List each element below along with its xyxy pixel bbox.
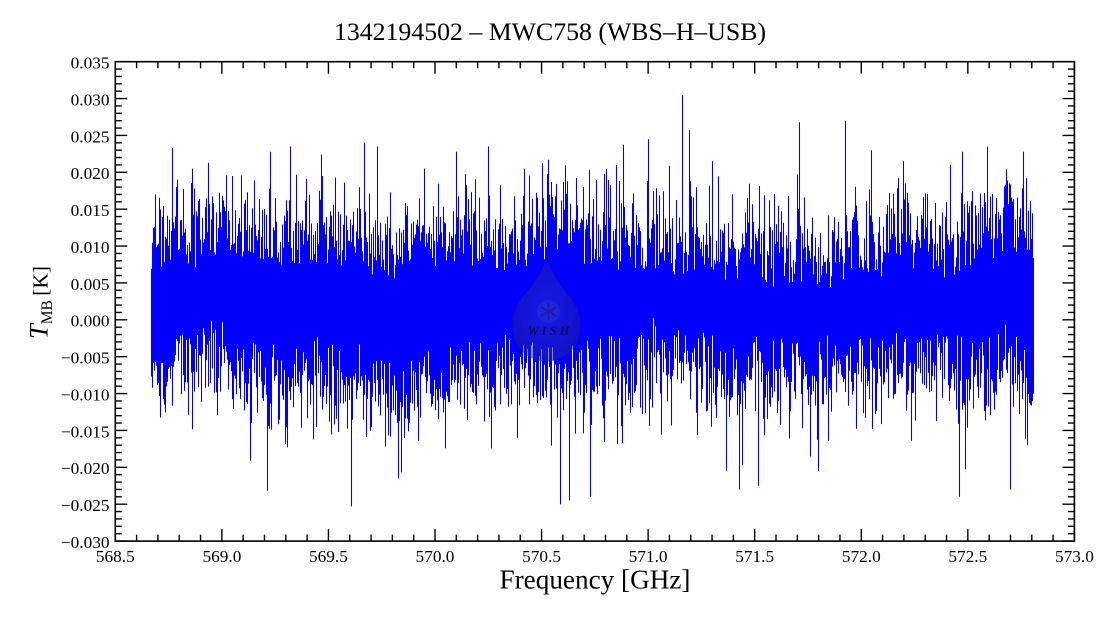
svg-text:0.030: 0.030 — [71, 90, 110, 109]
svg-text:0.020: 0.020 — [71, 164, 110, 183]
svg-text:0.025: 0.025 — [71, 127, 110, 146]
svg-text:0.015: 0.015 — [71, 201, 110, 220]
svg-text:−0.010: −0.010 — [61, 385, 110, 404]
svg-text:0.010: 0.010 — [71, 238, 110, 257]
svg-text:571.0: 571.0 — [629, 547, 668, 566]
svg-text:WISH: WISH — [528, 324, 573, 338]
svg-text:−0.025: −0.025 — [61, 496, 110, 515]
svg-text:−0.030: −0.030 — [61, 533, 110, 552]
svg-text:569.5: 569.5 — [309, 547, 348, 566]
svg-text:−0.005: −0.005 — [61, 349, 110, 368]
svg-text:571.5: 571.5 — [735, 547, 774, 566]
svg-text:1342194502 – MWC758 (WBS–H–USB: 1342194502 – MWC758 (WBS–H–USB) — [334, 17, 766, 46]
svg-text:0.035: 0.035 — [71, 54, 110, 73]
svg-text:570.0: 570.0 — [416, 547, 455, 566]
svg-text:0.005: 0.005 — [71, 275, 110, 294]
svg-text:Frequency [GHz]: Frequency [GHz] — [500, 564, 691, 594]
svg-text:573.0: 573.0 — [1055, 547, 1094, 566]
svg-text:572.5: 572.5 — [948, 547, 987, 566]
svg-text:TMB [K]: TMB [K] — [24, 266, 57, 339]
svg-text:−0.020: −0.020 — [61, 459, 110, 478]
svg-text:570.5: 570.5 — [522, 547, 561, 566]
svg-text:569.0: 569.0 — [202, 547, 241, 566]
svg-text:568.5: 568.5 — [96, 547, 135, 566]
svg-text:572.0: 572.0 — [842, 547, 881, 566]
svg-text:0.000: 0.000 — [71, 312, 110, 331]
svg-text:−0.015: −0.015 — [61, 422, 110, 441]
